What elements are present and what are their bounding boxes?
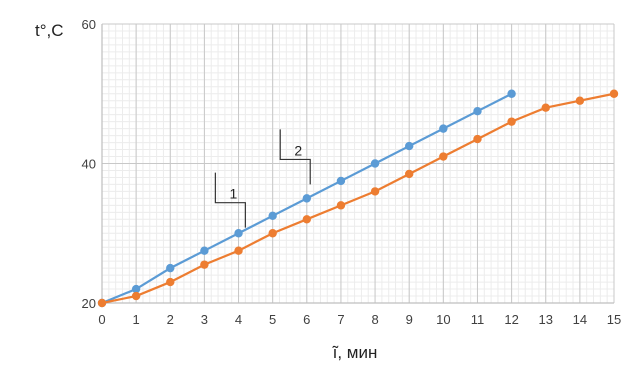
series-1-point [166, 263, 175, 273]
y-tick-label: 20 [82, 296, 96, 311]
series-2-point [405, 169, 414, 179]
series-1-point [507, 89, 516, 98]
series-1-point [131, 284, 141, 294]
series-2-point [370, 187, 380, 196]
x-tick-label: 6 [303, 312, 310, 327]
x-tick-label: 5 [269, 312, 276, 327]
x-tick-label: 10 [436, 312, 450, 327]
series-2-point [131, 291, 141, 301]
x-tick-label: 0 [98, 312, 105, 327]
x-tick-label: 13 [538, 312, 552, 327]
series-1-point [370, 159, 380, 168]
annotation-leader-1 [214, 172, 246, 228]
y-tick-label: 60 [82, 17, 96, 32]
x-tick-label: 14 [573, 312, 587, 327]
annotations: 12 [214, 129, 311, 228]
series-1-point [268, 211, 277, 221]
series-2-point [234, 246, 243, 255]
grid [101, 23, 615, 304]
x-tick-label: 9 [406, 312, 413, 327]
series-2-point [541, 103, 550, 112]
annotation-label-2: 2 [294, 142, 302, 158]
series-1-point [234, 229, 243, 238]
x-tick-label: 3 [201, 312, 208, 327]
x-tick-label: 15 [607, 312, 621, 327]
series-1-point [302, 194, 311, 203]
x-tick-label: 8 [371, 312, 378, 327]
annotation-label-1: 1 [229, 186, 237, 202]
x-tick-label: 7 [337, 312, 344, 327]
series-2-point [166, 277, 175, 287]
axes [101, 24, 614, 304]
x-tick-label: 11 [471, 312, 485, 327]
series-1-point [200, 246, 209, 255]
x-tick-label: 4 [235, 312, 242, 327]
x-tick-label: 1 [133, 312, 140, 327]
series-1-point [439, 124, 448, 133]
series-2-point [473, 134, 482, 144]
y-axis-title: t°,C [35, 21, 64, 40]
series-2-point [97, 298, 107, 308]
series-1-point [336, 176, 346, 186]
series-2-point [200, 260, 209, 269]
series-2-point [336, 201, 346, 210]
annotation-leader-2 [279, 129, 311, 185]
series-2-point [268, 229, 277, 238]
series-2-point [439, 152, 448, 161]
series-2-point [507, 117, 516, 126]
series [97, 89, 619, 308]
series-2-point [575, 96, 585, 105]
series-2-point [302, 215, 311, 224]
x-tick-label: 12 [504, 312, 518, 327]
y-tick-label: 40 [82, 157, 96, 172]
x-axis-title: ̃ı, мин [332, 343, 378, 362]
series-line-2 [101, 92, 615, 305]
series-1-point [473, 106, 482, 116]
x-tick-label: 2 [167, 312, 174, 327]
series-1-point [405, 141, 414, 151]
series-2-point [609, 89, 619, 98]
